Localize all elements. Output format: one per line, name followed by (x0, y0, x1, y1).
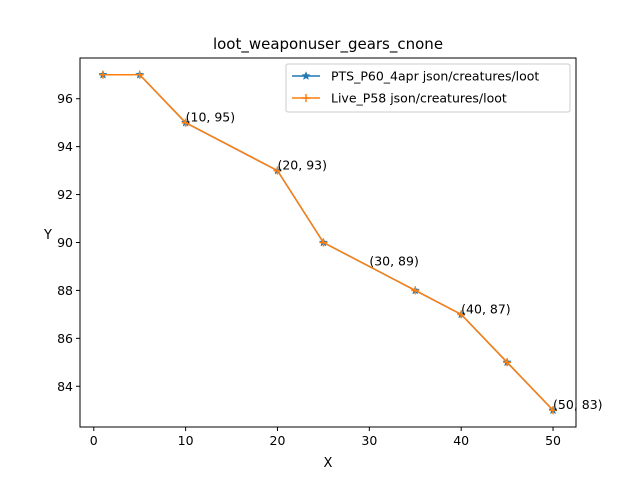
series-2-point (273, 166, 282, 175)
y-tick-label: 94 (57, 139, 73, 154)
x-tick-label: 50 (545, 433, 561, 448)
data-annotation: (10, 95) (186, 110, 236, 125)
x-axis-label: X (324, 456, 333, 471)
series-2-point (319, 238, 328, 247)
x-tick-label: 0 (90, 433, 98, 448)
series-2-point (135, 70, 144, 79)
x-tick-label: 30 (361, 433, 377, 448)
x-tick-label: 40 (453, 433, 469, 448)
data-annotation: (40, 87) (461, 301, 511, 316)
x-tick-label: 20 (270, 433, 286, 448)
legend-box (285, 63, 571, 113)
y-tick-label: 84 (57, 379, 73, 394)
x-tick-label: 10 (178, 433, 194, 448)
legend: PTS_P60_4apr json/creatures/loot Live_P58… (285, 63, 571, 113)
series-2-point (98, 70, 107, 79)
y-tick-label: 90 (57, 235, 73, 250)
data-annotation: (20, 93) (277, 158, 327, 173)
y-tick-label: 86 (57, 331, 73, 346)
series-2-point (411, 286, 420, 295)
series-2-point (549, 406, 558, 415)
y-axis-label: Y (43, 228, 52, 243)
plot-area: (10, 95) (20, 93) (30, 89) (40, 87) (50, 83) (98, 69, 603, 415)
y-tick-label: 96 (57, 91, 73, 106)
series-2-point (181, 118, 190, 127)
data-annotation: (50, 83) (553, 397, 603, 412)
series-2-point (503, 358, 512, 367)
legend-label-1: PTS_P60_4apr json/creatures/loot (331, 69, 539, 84)
axis-ticks: 0 10 20 30 40 50 84 86 88 90 92 94 96 (57, 91, 561, 448)
series-2-point (457, 310, 466, 319)
legend-label-2: Live_P58 json/creatures/loot (331, 91, 507, 106)
legend-marker-2 (302, 94, 310, 102)
chart-title: loot_weaponuser_gears_cnone (213, 35, 443, 54)
y-tick-label: 88 (57, 283, 73, 298)
data-annotation: (30, 89) (369, 253, 419, 268)
legend-marker-1 (301, 71, 311, 80)
y-tick-label: 92 (57, 187, 73, 202)
